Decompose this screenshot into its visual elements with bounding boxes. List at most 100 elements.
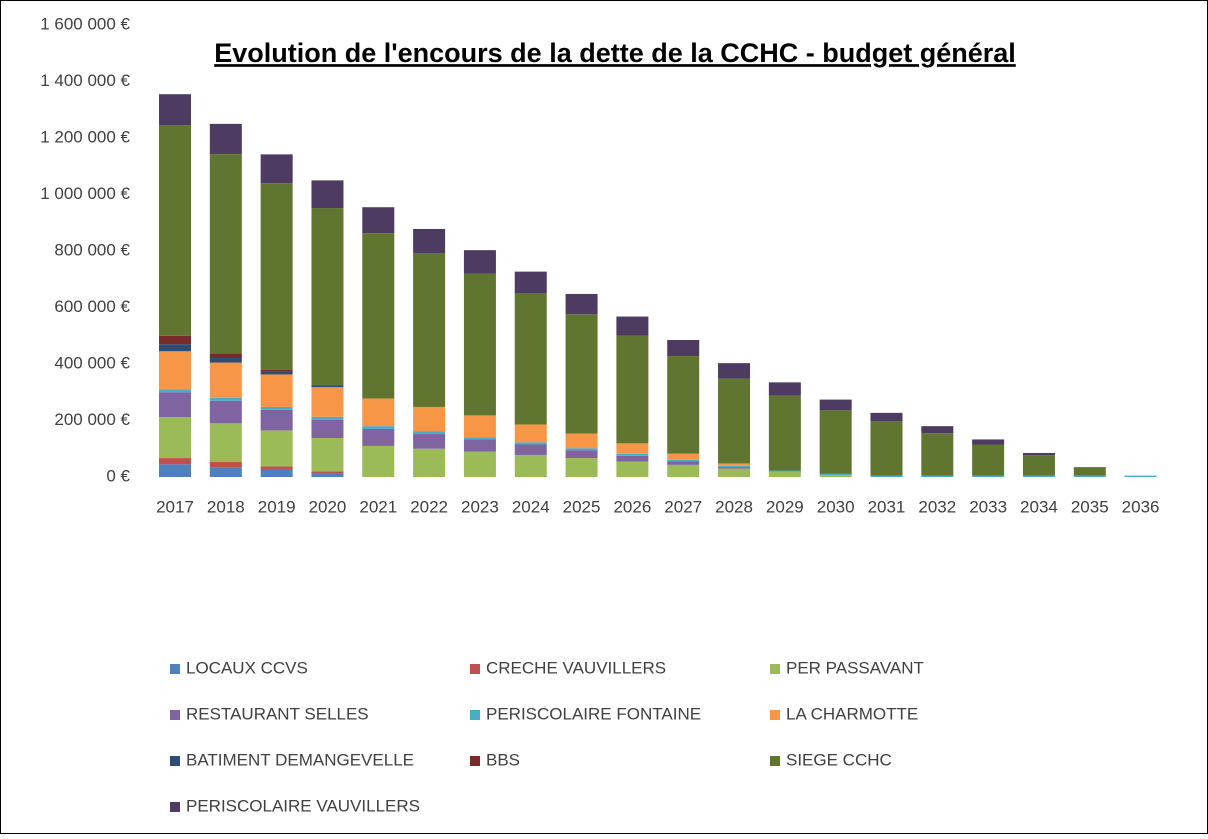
bar-segment [667, 339, 700, 357]
bar-segment [260, 409, 293, 431]
bar-segment [311, 208, 344, 386]
bar-segment [718, 463, 751, 466]
legend-swatch [770, 710, 780, 720]
y-tick-label: 1 000 000 € [40, 184, 130, 203]
bar-segment [260, 369, 293, 372]
bar-segment [718, 468, 751, 477]
bar-segment [870, 475, 903, 477]
bar-segment [514, 293, 547, 425]
legend-swatch [770, 664, 780, 674]
bar-segment [159, 458, 192, 465]
bar-segment [209, 397, 242, 401]
bar-segment [1022, 475, 1055, 477]
bar-segment [565, 448, 598, 451]
bar-segment [616, 461, 649, 477]
bar-segment [1022, 452, 1055, 456]
bar-segment [667, 453, 700, 460]
legend-swatch [170, 802, 180, 812]
legend-label: RESTAURANT SELLES [186, 704, 369, 723]
y-tick-label: 1 400 000 € [40, 71, 130, 90]
legend-swatch [170, 710, 180, 720]
bar-segment [311, 385, 344, 388]
bar-segment [209, 123, 242, 155]
bar-segment [819, 473, 852, 476]
bar-segment [565, 458, 598, 477]
bar-segment [209, 400, 242, 424]
bar-segment [159, 94, 192, 126]
bar-segment [921, 426, 954, 434]
x-tick-label: 2019 [258, 497, 296, 516]
x-tick-label: 2033 [969, 497, 1007, 516]
bar-segment [921, 475, 954, 477]
bar-segment [972, 444, 1005, 476]
bar-segment [260, 374, 293, 407]
bar-segment [1073, 475, 1106, 477]
bar-segment [514, 442, 547, 445]
x-tick-label: 2021 [359, 497, 397, 516]
bar-segment [413, 434, 446, 449]
x-tick-label: 2028 [715, 497, 753, 516]
bar-segment [209, 462, 242, 468]
x-tick-label: 2036 [1122, 497, 1160, 516]
bar-segment [159, 417, 192, 459]
y-tick-label: 0 € [106, 466, 130, 485]
bar-segment [260, 406, 293, 410]
bar-segment [514, 271, 547, 294]
bar-segment [616, 316, 649, 336]
bar-segment [463, 437, 496, 440]
y-tick-label: 600 000 € [54, 297, 130, 316]
bar-segment [463, 451, 496, 477]
bar-segment [819, 399, 852, 411]
bar-segment [362, 428, 395, 446]
y-tick-label: 1 600 000 € [40, 14, 130, 33]
legend-label: PER PASSAVANT [786, 658, 924, 677]
x-tick-label: 2017 [156, 497, 194, 516]
bar-segment [159, 392, 192, 418]
x-tick-label: 2018 [207, 497, 245, 516]
x-tick-label: 2034 [1020, 497, 1058, 516]
bar-segment [718, 363, 751, 379]
x-tick-label: 2020 [309, 497, 347, 516]
bar-segment [311, 180, 344, 209]
bar-segment [870, 412, 903, 422]
bar-segment [362, 426, 395, 429]
bar-segment [260, 183, 293, 370]
bar-segment [159, 351, 192, 390]
bar-segment [616, 455, 649, 462]
bar-segment [311, 471, 344, 474]
bar-segment [972, 475, 1005, 477]
bar-segment [718, 467, 751, 469]
bar-segment [260, 154, 293, 184]
legend-label: PERISCOLAIRE VAUVILLERS [186, 796, 420, 815]
bar-segment [311, 438, 344, 472]
bar-segment [514, 424, 547, 443]
bar-segment [209, 353, 242, 358]
legend-swatch [170, 664, 180, 674]
x-tick-label: 2024 [512, 497, 550, 516]
bar-segment [413, 448, 446, 477]
x-tick-label: 2025 [563, 497, 601, 516]
bar-segment [311, 416, 344, 420]
bar-segment [616, 335, 649, 444]
legend-label: CRECHE VAUVILLERS [486, 658, 666, 677]
bar-segment [819, 410, 852, 474]
y-tick-label: 800 000 € [54, 240, 130, 259]
bar-segment [768, 470, 801, 472]
y-tick-label: 400 000 € [54, 353, 130, 372]
legend-label: BATIMENT DEMANGEVELLE [186, 750, 414, 769]
y-tick-label: 200 000 € [54, 410, 130, 429]
bar-segment [565, 314, 598, 434]
x-tick-label: 2026 [613, 497, 651, 516]
bar-segment [718, 378, 751, 464]
bar-segment [413, 228, 446, 253]
bar-segment [768, 382, 801, 396]
bar-segment [819, 475, 852, 477]
x-tick-label: 2029 [766, 497, 804, 516]
legend-label: SIEGE CCHC [786, 750, 892, 769]
bar-segment [159, 344, 192, 352]
x-tick-label: 2023 [461, 497, 499, 516]
bar-segment [159, 464, 192, 477]
bar-segment [921, 433, 954, 476]
bar-segment [616, 453, 649, 456]
bar-segment [159, 389, 192, 393]
